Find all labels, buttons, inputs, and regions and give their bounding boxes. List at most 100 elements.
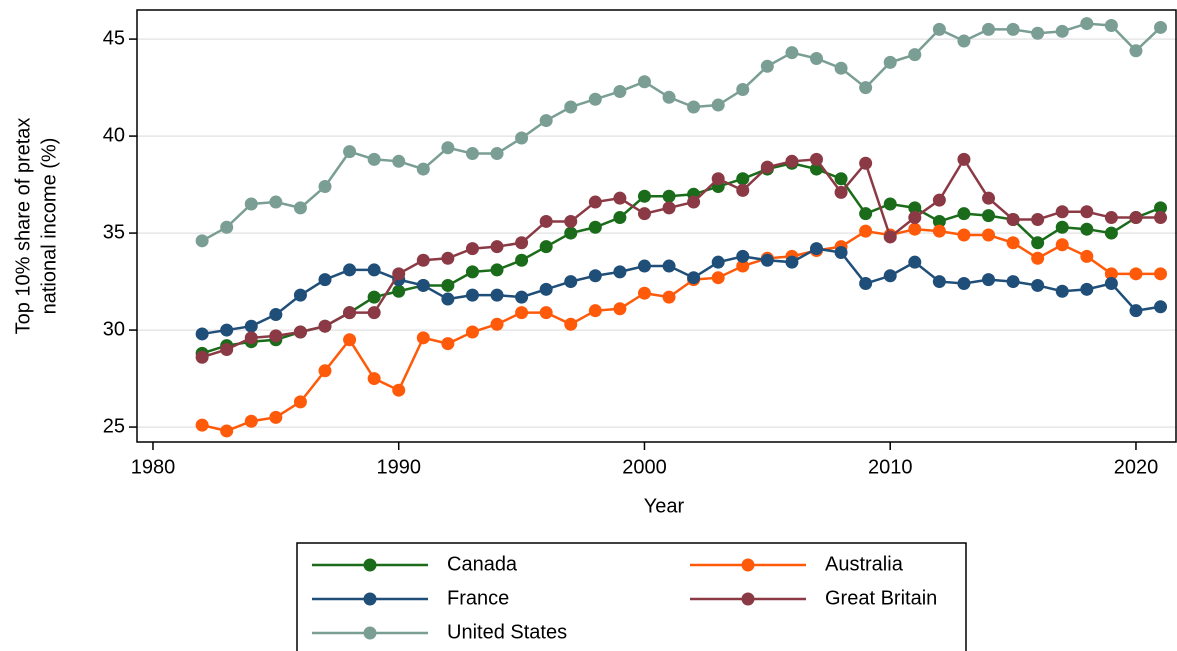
- data-point: [564, 226, 578, 240]
- data-point: [1104, 277, 1118, 291]
- legend-label: Great Britain: [825, 587, 937, 609]
- data-point: [465, 265, 479, 279]
- data-point: [1104, 267, 1118, 281]
- series-line: [201, 161, 1161, 355]
- data-point: [760, 253, 774, 267]
- data-point: [441, 141, 455, 155]
- data-point: [515, 253, 529, 267]
- y-axis-title: Top 10% share of pretax: [12, 118, 34, 335]
- legend-label: Canada: [447, 553, 518, 575]
- data-point: [318, 273, 332, 287]
- data-point: [883, 230, 897, 244]
- data-point: [539, 114, 553, 128]
- legend-label: United States: [447, 621, 567, 643]
- data-point: [613, 302, 627, 316]
- data-point: [564, 317, 578, 331]
- data-point: [637, 259, 651, 273]
- y-tick-label: 25: [103, 415, 125, 437]
- data-point: [441, 292, 455, 306]
- data-point: [515, 290, 529, 304]
- data-point: [1154, 267, 1168, 281]
- data-point: [1129, 211, 1143, 225]
- data-point: [465, 325, 479, 339]
- data-point: [490, 317, 504, 331]
- x-tick-label: 1990: [376, 456, 421, 478]
- data-point: [736, 259, 750, 273]
- data-point: [809, 242, 823, 256]
- data-point: [220, 220, 234, 234]
- data-point: [343, 145, 357, 159]
- data-point: [416, 162, 430, 176]
- x-tick-label: 2020: [1114, 456, 1159, 478]
- y-tick-label: 35: [103, 221, 125, 243]
- data-point: [957, 34, 971, 48]
- data-point: [343, 306, 357, 320]
- data-point: [269, 195, 283, 209]
- data-point: [908, 201, 922, 215]
- data-point: [932, 22, 946, 36]
- data-point: [932, 275, 946, 289]
- data-point: [1154, 300, 1168, 314]
- data-point: [588, 304, 602, 318]
- data-point: [662, 290, 676, 304]
- data-point: [465, 242, 479, 256]
- data-point: [343, 263, 357, 277]
- data-point: [220, 323, 234, 337]
- data-point: [760, 160, 774, 174]
- data-point: [195, 350, 209, 364]
- data-point: [269, 308, 283, 322]
- data-point: [711, 98, 725, 112]
- data-point: [195, 327, 209, 341]
- data-point: [588, 269, 602, 283]
- data-point: [957, 152, 971, 166]
- data-point: [244, 331, 258, 345]
- data-point: [834, 61, 848, 75]
- legend-label: Australia: [825, 553, 904, 575]
- data-point: [244, 319, 258, 333]
- data-point: [318, 364, 332, 378]
- data-point: [293, 288, 307, 302]
- data-point: [416, 278, 430, 292]
- data-point: [859, 81, 873, 95]
- series-line: [201, 227, 1161, 433]
- data-point: [588, 220, 602, 234]
- data-point: [392, 267, 406, 281]
- data-point: [1031, 251, 1045, 265]
- data-point: [465, 288, 479, 302]
- data-point: [662, 259, 676, 273]
- data-point: [982, 22, 996, 36]
- data-point: [1104, 19, 1118, 33]
- data-point: [490, 263, 504, 277]
- legend-marker: [363, 592, 377, 606]
- data-point: [687, 195, 701, 209]
- data-point: [1055, 220, 1069, 234]
- data-point: [1080, 249, 1094, 263]
- data-point: [367, 372, 381, 386]
- data-point: [318, 180, 332, 194]
- data-point: [392, 154, 406, 168]
- data-point: [736, 183, 750, 197]
- y-tick-label: 45: [103, 27, 125, 49]
- y-tick-label: 30: [103, 318, 125, 340]
- data-point: [957, 228, 971, 242]
- data-point: [908, 222, 922, 236]
- data-point: [1055, 24, 1069, 38]
- data-point: [441, 251, 455, 265]
- data-point: [220, 424, 234, 438]
- data-point: [392, 284, 406, 298]
- data-point: [613, 191, 627, 205]
- data-point: [736, 249, 750, 263]
- data-point: [539, 240, 553, 254]
- data-point: [932, 193, 946, 207]
- data-point: [416, 331, 430, 345]
- data-point: [908, 255, 922, 269]
- data-point: [932, 224, 946, 238]
- data-point: [1080, 17, 1094, 31]
- data-point: [883, 269, 897, 283]
- data-point: [1055, 238, 1069, 252]
- data-point: [293, 325, 307, 339]
- data-point: [613, 211, 627, 225]
- data-point: [1129, 304, 1143, 318]
- data-point: [932, 214, 946, 228]
- y-tick-label: 40: [103, 124, 125, 146]
